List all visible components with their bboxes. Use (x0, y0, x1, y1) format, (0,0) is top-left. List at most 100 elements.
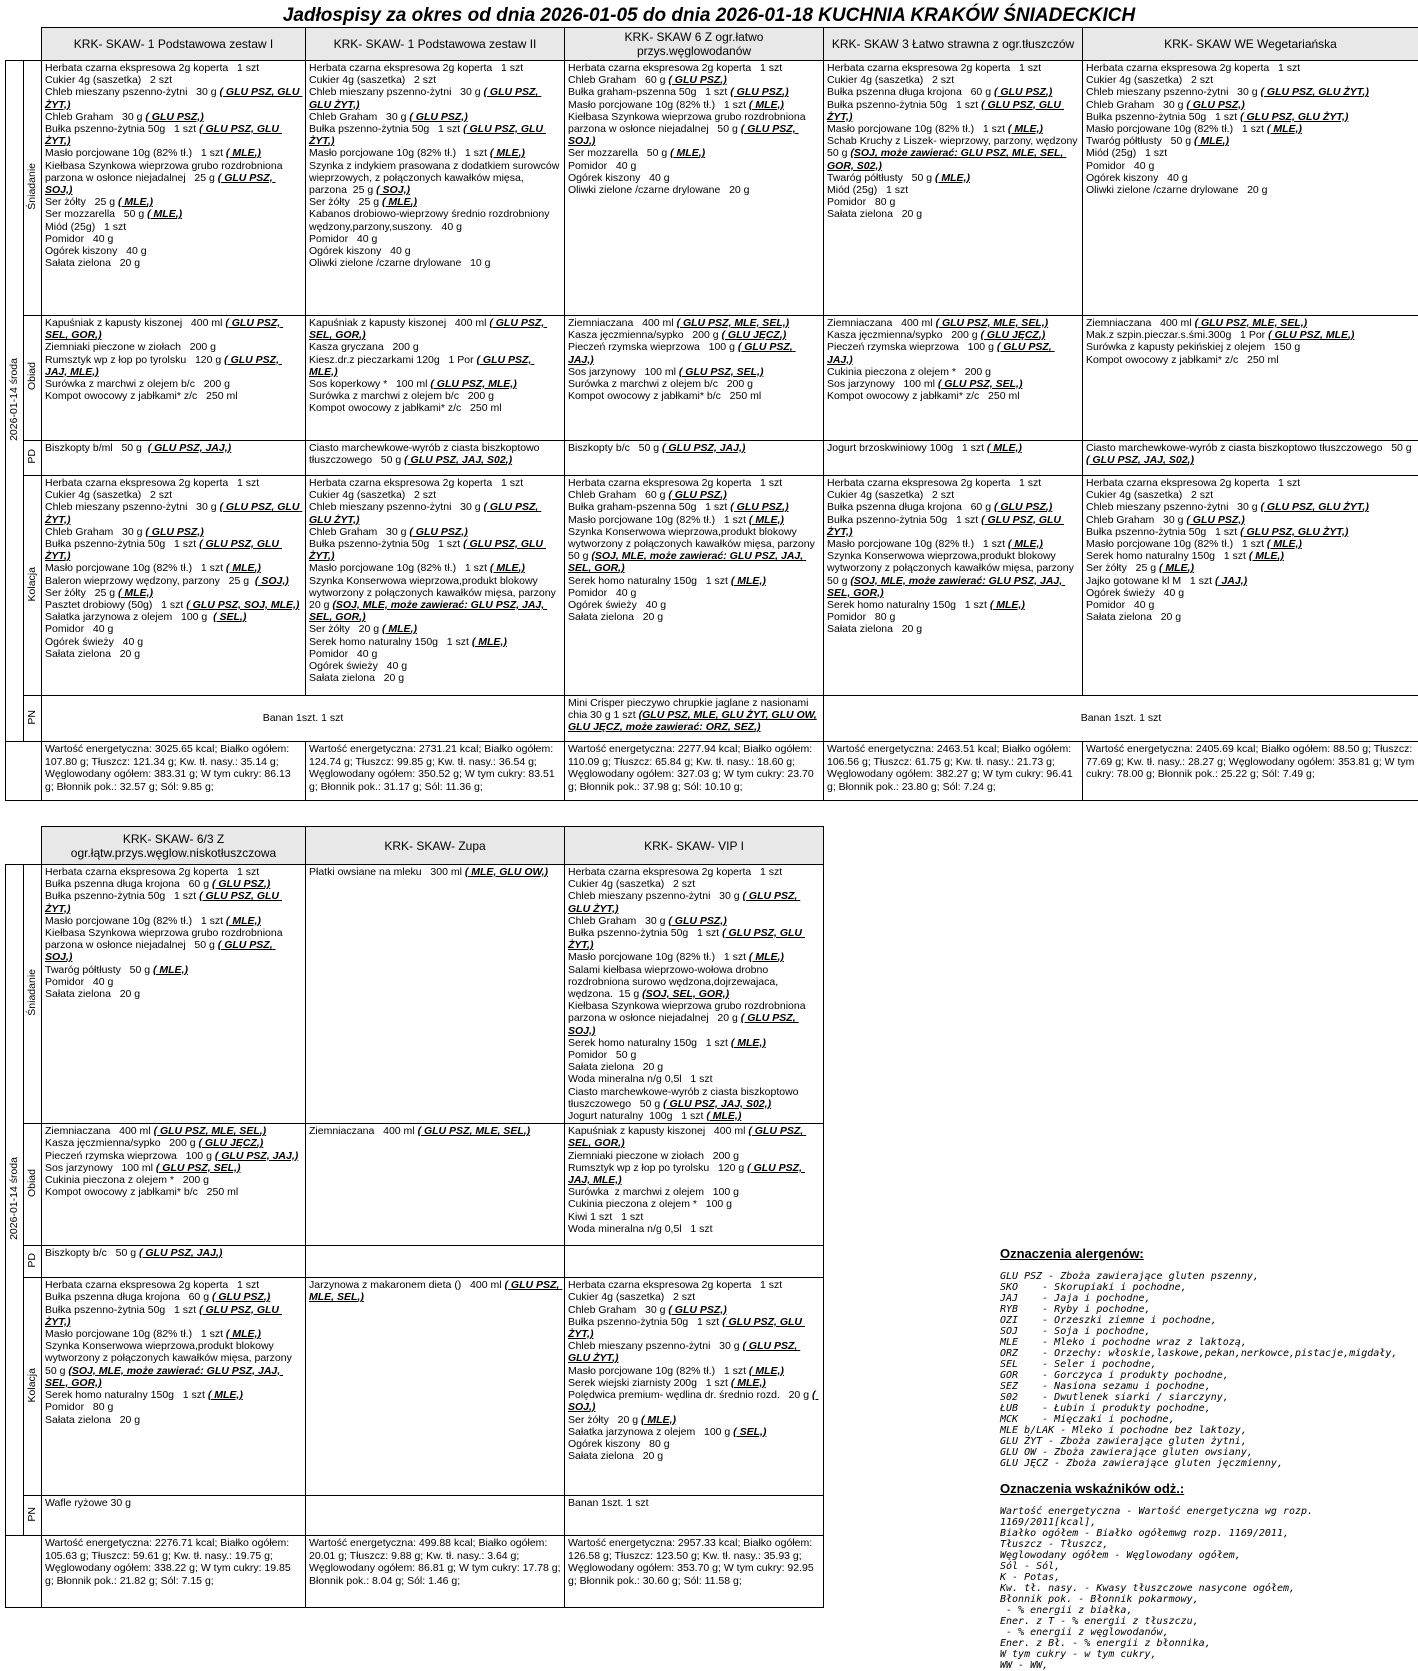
t1-energy-diet1: Wartość energetyczna: 3025.65 kcal; Biał… (42, 742, 306, 801)
menu-item: Bułka pszenno-żytnia 50g 1 szt ( GLU PSZ… (309, 538, 561, 562)
menu-item: Ogórek kiszony 40 g (45, 245, 302, 257)
t1-diet-header-5: KRK- SKAW WE Wegetariańska (1083, 28, 1418, 61)
menu-item: Tłuszcz - Tłuszcz, (1000, 1539, 1415, 1550)
t1-pd-diet3: Biszkopty b/c 50 g ( GLU PSZ, JAJ,) (565, 441, 824, 476)
menu-item: Chleb Graham 30 g ( GLU PSZ,) (309, 111, 561, 123)
menu-item: Pasztet drobiowy (50g) 1 szt ( GLU PSZ, … (45, 599, 302, 611)
menu-item: Sos koperkowy * 100 ml ( GLU PSZ, MLE,) (309, 378, 561, 390)
t1-diet-header-1: KRK- SKAW- 1 Podstawowa zestaw I (42, 28, 306, 61)
menu-item: Masło porcjowane 10g (82% tł.) 1 szt ( M… (1086, 538, 1415, 550)
t1-diet-header-2: KRK- SKAW- 1 Podstawowa zestaw II (306, 28, 565, 61)
t1-pn-row: PN Banan 1szt. 1 szt Mini Crisper pieczy… (6, 696, 1418, 742)
t1-dinner-diet1: Herbata czarna ekspresowa 2g koperta 1 s… (42, 476, 306, 696)
legend: Oznaczenia alergenów: GLU PSZ - Zboża za… (1000, 1246, 1415, 1671)
menu-item: Chleb Graham 30 g ( GLU PSZ,) (568, 915, 820, 927)
menu-table-2: KRK- SKAW- 6/3 Z ogr.łątw.przys.węglow.n… (5, 826, 824, 1608)
t2-pn-diet1: Wafle ryżowe 30 g (42, 1496, 306, 1536)
menu-item: K - Potas, (1000, 1572, 1415, 1583)
menu-item: Węglowodany ogółem - Węglowodany ogółem, (1000, 1550, 1415, 1561)
menu-item: Twaróg półtłusty 50 g ( MLE,) (1086, 135, 1415, 147)
menu-item: Herbata czarna ekspresowa 2g koperta 1 s… (45, 62, 302, 74)
t1-energy-row: Wartość energetyczna: 3025.65 kcal; Biał… (6, 742, 1418, 801)
menu-item: Bułka pszenno-żytnia 50g 1 szt ( GLU PSZ… (827, 514, 1079, 538)
menu-item: Ogórek kiszony 40 g (1086, 172, 1415, 184)
menu-item: Serek homo naturalny 150g 1 szt ( MLE,) (309, 636, 561, 648)
menu-item: Pomidor 40 g (45, 976, 302, 988)
menu-item: SKO - Skorupiaki i pochodne, (1000, 1282, 1415, 1293)
menu-item: Sól - Sól, (1000, 1561, 1415, 1572)
menu-item: Pomidor 40 g (45, 233, 302, 245)
t1-lunch-diet1: Kapuśniak z kapusty kiszonej 400 ml ( GL… (42, 316, 306, 441)
t2-header-spacer (6, 827, 42, 865)
menu-item: SEZ - Nasiona sezamu i pochodne, (1000, 1381, 1415, 1392)
menu-item: Cukier 4g (saszetka) 2 szt (1086, 74, 1415, 86)
t2-pd-diet3 (565, 1246, 824, 1278)
t1-header-spacer (6, 28, 42, 61)
menu-item: GLU PSZ - Zboża zawierające gluten pszen… (1000, 1271, 1415, 1282)
menu-item: Szynka Konserwowa wieprzowa,produkt blok… (568, 526, 820, 575)
meal-label-lunch: Obiad (24, 1124, 42, 1246)
t1-date-cell: 2026-01-14 środa (6, 61, 24, 742)
t2-diet-header-1: KRK- SKAW- 6/3 Z ogr.łątw.przys.węglow.n… (42, 827, 306, 865)
t2-energy-diet2: Wartość energetyczna: 499.88 kcal; Białk… (306, 1536, 565, 1608)
menu-item: Ogórek świeży 40 g (568, 599, 820, 611)
menu-item: Kompot owocowy z jabłkami* b/c 250 ml (45, 1186, 302, 1198)
menu-item: Pieczeń rzymska wieprzowa 100 g ( GLU PS… (827, 341, 1079, 365)
menu-item: Serek homo naturalny 150g 1 szt ( MLE,) (568, 575, 820, 587)
date-label: 2026-01-14 środa (8, 358, 20, 441)
t1-pn-diet12: Banan 1szt. 1 szt (42, 696, 565, 742)
menu-item: - % energii z węglowodanów, (1000, 1627, 1415, 1638)
menu-item: Serek homo naturalny 150g 1 szt ( MLE,) (1086, 550, 1415, 562)
menu-item: Sos jarzynowy 100 ml ( GLU PSZ, SEL,) (568, 366, 820, 378)
menu-item: Jogurt naturalny 100g 1 szt ( MLE,) (568, 1110, 820, 1122)
menu-item: Cukier 4g (saszetka) 2 szt (568, 878, 820, 890)
menu-item: Masło porcjowane 10g (82% tł.) 1 szt ( M… (568, 99, 820, 111)
menu-item: Chleb mieszany pszenno-żytni 30 g ( GLU … (1086, 86, 1415, 98)
menu-item: Kasza gryczana 200 g (309, 341, 561, 353)
menu-item: Cukier 4g (saszetka) 2 szt (568, 1291, 820, 1303)
page-title: Jadłospisy za okres od dnia 2026-01-05 d… (0, 0, 1418, 27)
t1-dinner-diet3: Herbata czarna ekspresowa 2g koperta 1 s… (565, 476, 824, 696)
t1-breakfast-diet2: Herbata czarna ekspresowa 2g koperta 1 s… (306, 61, 565, 316)
menu-item: SEL - Seler i pochodne, (1000, 1359, 1415, 1370)
menu-item: Masło porcjowane 10g (82% tł.) 1 szt ( M… (309, 147, 561, 159)
menu-item: Pomidor 80 g (827, 611, 1079, 623)
menu-item: Sałata zielona 20 g (45, 988, 302, 1000)
menu-item: Chleb Graham 30 g ( GLU PSZ,) (309, 526, 561, 538)
menu-item: Herbata czarna ekspresowa 2g koperta 1 s… (827, 477, 1079, 489)
menu-item: Surówka z marchwi z olejem b/c 200 g (568, 378, 820, 390)
meal-label-pn: PN (24, 1496, 42, 1536)
t2-lunch-diet2: Ziemniaczana 400 ml ( GLU PSZ, MLE, SEL,… (306, 1124, 565, 1246)
menu-item: Chleb mieszany pszenno-żytni 30 g ( GLU … (568, 890, 820, 914)
menu-item: Mak.z szpin.pieczar.s.śmi.300g 1 Por ( G… (1086, 329, 1415, 341)
menu-item: Kapuśniak z kapusty kiszonej 400 ml ( GL… (45, 317, 302, 341)
menu-item: Płatki owsiane na mleku 300 ml ( MLE, GL… (309, 866, 561, 878)
menu-item: Ser żółty 20 g ( MLE,) (568, 1414, 820, 1426)
t1-breakfast-row: 2026-01-14 środa Śniadanie Herbata czarn… (6, 61, 1418, 316)
menu-item: GLU ŻYT - Zboża zawierające gluten żytni… (1000, 1436, 1415, 1447)
t2-date-cell: 2026-01-14 środa (6, 865, 24, 1536)
t1-header-row: KRK- SKAW- 1 Podstawowa zestaw I KRK- SK… (6, 28, 1418, 61)
menu-item: Masło porcjowane 10g (82% tł.) 1 szt ( M… (45, 147, 302, 159)
menu-item: Herbata czarna ekspresowa 2g koperta 1 s… (568, 477, 820, 489)
menu-item: Surówka z marchwi z olejem b/c 200 g (45, 378, 302, 390)
menu-item: Serek wiejski ziarnisty 200g 1 szt ( MLE… (568, 1377, 820, 1389)
menu-item: Surówka z marchwi z olejem b/c 200 g (309, 390, 561, 402)
menu-item: Cukinia pieczona z olejem * 100 g (568, 1198, 820, 1210)
menu-item: Twaróg półtłusty 50 g ( MLE,) (827, 172, 1079, 184)
menu-item: Masło porcjowane 10g (82% tł.) 1 szt ( M… (45, 562, 302, 574)
menu-item: Chleb Graham 30 g ( GLU PSZ,) (1086, 514, 1415, 526)
menu-item: Ziemniaczana 400 ml ( GLU PSZ, MLE, SEL,… (309, 1125, 561, 1137)
meal-label-pn: PN (24, 696, 42, 742)
menu-item: Chleb mieszany pszenno-żytni 30 g ( GLU … (568, 1340, 820, 1364)
t1-energy-diet2: Wartość energetyczna: 2731.21 kcal; Biał… (306, 742, 565, 801)
menu-item: Bułka pszenno-żytnia 50g 1 szt ( GLU PSZ… (827, 99, 1079, 123)
menu-item: Herbata czarna ekspresowa 2g koperta 1 s… (45, 477, 302, 489)
t2-pn-diet3: Banan 1szt. 1 szt (565, 1496, 824, 1536)
menu-item: Sałata zielona 20 g (827, 208, 1079, 220)
t2-pd-diet1: Biszkopty b/c 50 g ( GLU PSZ, JAJ,) (42, 1246, 306, 1278)
t1-pn-diet3: Mini Crisper pieczywo chrupkie jaglane z… (565, 696, 824, 742)
t1-pd-diet1: Biszkopty b/ml 50 g ( GLU PSZ, JAJ,) (42, 441, 306, 476)
menu-item: Masło porcjowane 10g (82% tł.) 1 szt ( M… (827, 123, 1079, 135)
t2-pn-diet2 (306, 1496, 565, 1536)
